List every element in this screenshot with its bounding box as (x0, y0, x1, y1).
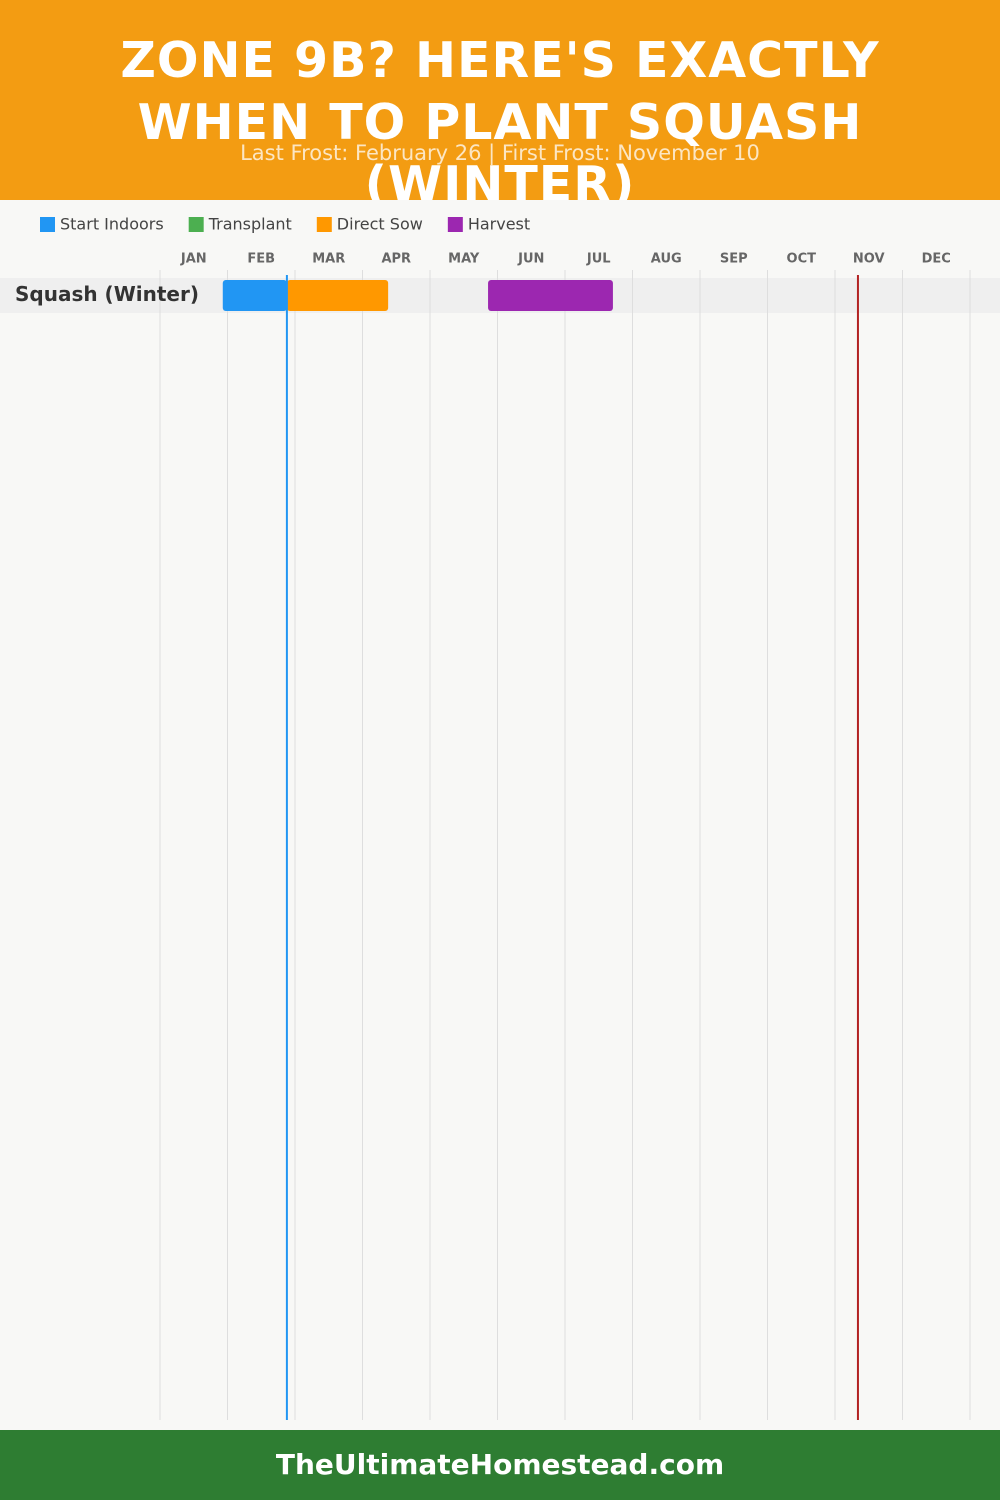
month-label: FEB (247, 252, 275, 267)
month-label: JUL (586, 252, 611, 267)
header: ZONE 9B? HERE'S EXACTLY WHEN TO PLANT SQ… (0, 0, 1000, 200)
month-label: APR (381, 252, 411, 267)
legend-label: Transplant (208, 215, 292, 234)
legend-label: Direct Sow (337, 215, 423, 234)
bar (286, 280, 389, 311)
legend-label: Harvest (468, 215, 530, 234)
month-label: OCT (787, 252, 817, 267)
month-label: MAR (312, 252, 345, 267)
month-label: AUG (651, 252, 682, 267)
month-label: JUN (517, 252, 544, 267)
month-label: DEC (922, 252, 951, 267)
row-label: Squash (Winter) (15, 282, 199, 306)
legend-label: Start Indoors (60, 215, 164, 234)
chart: JAN FEB MAR APR MAY JUN JUL AUG SEP OCT NOV DEC Star… (0, 215, 1000, 1420)
month-label: NOV (853, 252, 885, 267)
legend-swatch (447, 217, 463, 232)
title: ZONE 9B? HERE'S EXACTLY WHEN TO PLANT SQ… (120, 32, 880, 200)
legend-swatch (316, 217, 332, 232)
subtitle: Last Frost: February 26 | First Frost: N… (240, 141, 760, 165)
month-label: JAN (180, 252, 207, 267)
month-label: MAY (448, 252, 480, 267)
legend-swatch (40, 217, 55, 232)
bar (488, 280, 613, 311)
footer: TheUltimateHomestead.com (0, 1430, 1000, 1500)
bar (222, 280, 287, 311)
month-label: SEP (720, 252, 748, 267)
legend-swatch (188, 217, 204, 232)
